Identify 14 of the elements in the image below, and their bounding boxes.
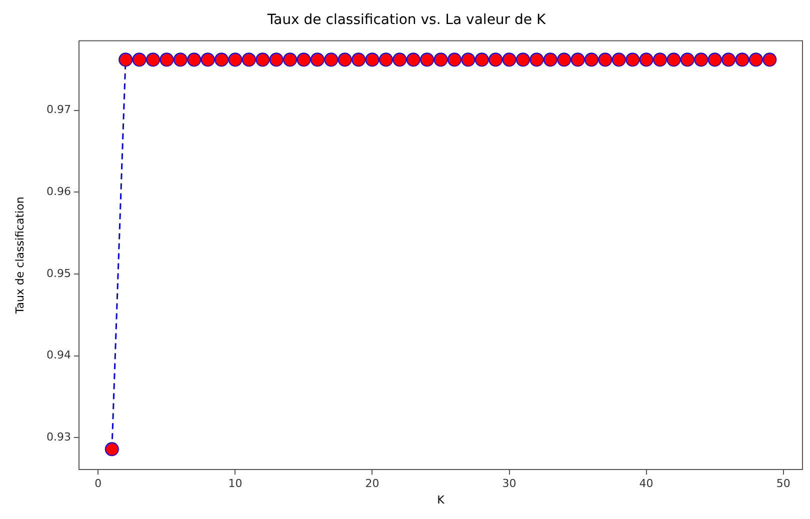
- y-tick-label: 0.97: [46, 103, 71, 116]
- x-tick-label: 20: [365, 477, 380, 490]
- y-axis-title: Taux de classification: [13, 196, 26, 315]
- x-axis-title: K: [437, 493, 446, 506]
- x-tick-label: 10: [228, 477, 242, 490]
- chart-title: Taux de classification vs. La valeur de K: [266, 12, 546, 28]
- x-tick-label: 30: [502, 477, 516, 490]
- y-tick-label: 0.94: [46, 348, 71, 362]
- y-tick-label: 0.95: [46, 266, 71, 280]
- y-tick-label: 0.96: [46, 185, 71, 198]
- x-tick-label: 50: [776, 477, 790, 490]
- x-tick-label: 40: [639, 477, 654, 490]
- x-tick-label: 0: [94, 477, 102, 490]
- y-tick-label: 0.93: [46, 430, 71, 444]
